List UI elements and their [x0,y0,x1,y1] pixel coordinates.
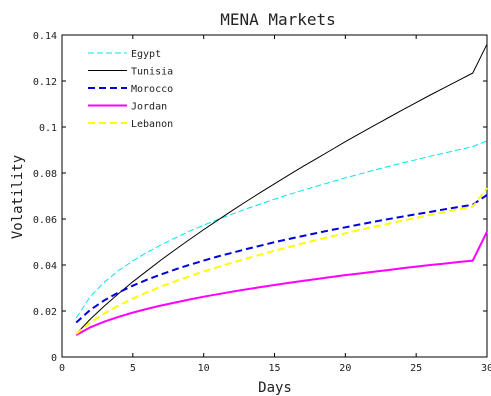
legend: Egypt Tunisia Morocco Jordan Lebanon [88,49,173,130]
legend-label-egypt: Egypt [131,49,161,60]
y-tick-label: 0.04 [33,261,57,272]
x-tick-label: 20 [339,363,351,374]
y-tick-label: 0 [51,353,57,364]
x-tick-label: 0 [59,363,65,374]
plot-area: 0 5 10 15 20 25 30 0 0.02 0.04 0.06 0.08 0.1 0.12 0.14 [33,31,491,374]
legend-label-lebanon: Lebanon [131,119,173,130]
series-line-jordan [75,231,488,336]
legend-label-jordan: Jordan [131,102,167,113]
y-tick-label: 0.12 [33,77,57,88]
chart-title: MENA Markets [220,10,336,29]
x-tick-label: 10 [198,363,210,374]
series-line-lebanon [75,187,488,335]
y-tick-label: 0.06 [33,215,57,226]
y-tick-label: 0.1 [39,123,57,134]
legend-label-tunisia: Tunisia [131,67,173,78]
series-line-morocco [75,194,488,324]
y-axis-label: Volatility [10,155,26,239]
y-tick-label: 0.14 [33,31,57,42]
y-tick-label: 0.08 [33,169,57,180]
plot-frame [61,34,488,358]
y-tick-label: 0.02 [33,307,57,318]
series-line-egypt [75,140,488,319]
x-tick-label: 15 [268,363,280,374]
series-line-tunisia [75,43,488,335]
x-tick-label: 30 [481,363,491,374]
legend-label-morocco: Morocco [131,84,173,95]
x-axis-label: Days [258,380,292,396]
x-tick-label: 25 [410,363,422,374]
x-tick-label: 5 [130,363,136,374]
